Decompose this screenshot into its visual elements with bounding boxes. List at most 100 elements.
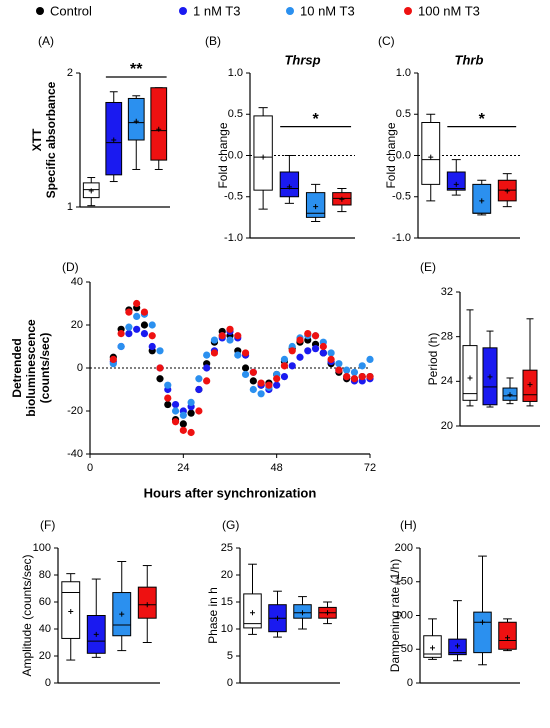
y-tick-label: 28 bbox=[441, 331, 453, 343]
y-tick-label: 5 bbox=[227, 650, 233, 662]
y-tick-label: -1.0 bbox=[224, 232, 243, 244]
y-axis-label: Phase in h bbox=[206, 587, 220, 644]
data-point bbox=[156, 364, 164, 372]
y-tick-label: -0.5 bbox=[392, 191, 411, 203]
data-point bbox=[335, 366, 343, 374]
data-point bbox=[195, 375, 203, 383]
y-axis-label: Fold change bbox=[384, 122, 398, 188]
data-point bbox=[273, 375, 281, 383]
legend-label: 1 nM T3 bbox=[193, 3, 240, 18]
panel-label: (C) bbox=[378, 34, 395, 48]
data-point bbox=[241, 364, 250, 372]
data-point bbox=[203, 351, 211, 359]
panel-label: (H) bbox=[400, 518, 417, 532]
data-point bbox=[117, 342, 125, 351]
data-point bbox=[203, 377, 211, 385]
y-tick-label: -0.5 bbox=[224, 191, 243, 203]
mean bbox=[111, 137, 117, 143]
legend-dot bbox=[36, 7, 44, 15]
data-point bbox=[350, 368, 359, 376]
data-point bbox=[249, 385, 257, 394]
mean bbox=[487, 374, 493, 380]
y-tick-label: 24 bbox=[441, 375, 453, 387]
y-tick-label: 20 bbox=[221, 569, 233, 581]
data-point bbox=[234, 351, 242, 359]
data-point bbox=[125, 323, 133, 331]
data-point bbox=[140, 330, 149, 338]
data-point bbox=[288, 362, 296, 370]
y-tick-label: 20 bbox=[71, 319, 83, 331]
data-point bbox=[140, 308, 149, 316]
data-point bbox=[187, 409, 195, 417]
y-tick-label: 10 bbox=[221, 623, 233, 635]
y-axis-label: Fold change bbox=[216, 122, 230, 188]
y-tick-label: -1.0 bbox=[392, 232, 411, 244]
mean bbox=[480, 619, 485, 625]
y-tick-label: 0.5 bbox=[228, 108, 243, 120]
panel-label: (D) bbox=[62, 260, 79, 274]
box bbox=[473, 611, 492, 654]
y-tick-label: 0.0 bbox=[396, 149, 411, 161]
y-axis-label: (counts/sec) bbox=[38, 333, 52, 404]
mean bbox=[144, 602, 150, 608]
data-point bbox=[210, 336, 219, 344]
data-point bbox=[257, 390, 265, 398]
data-point bbox=[117, 330, 125, 338]
data-point bbox=[319, 349, 327, 357]
panel-label: (G) bbox=[222, 518, 239, 532]
significance-label: ** bbox=[130, 61, 143, 78]
panel-label: (B) bbox=[205, 34, 221, 48]
data-point bbox=[148, 321, 156, 329]
data-point bbox=[171, 418, 180, 426]
data-point bbox=[241, 370, 250, 379]
mean bbox=[133, 118, 139, 124]
mean bbox=[286, 184, 292, 190]
y-tick-label: 0.0 bbox=[228, 149, 243, 161]
y-tick-label: 40 bbox=[39, 623, 51, 635]
y-axis-label: Dampening rate (1/h) bbox=[388, 559, 402, 672]
y-tick-label: 1.0 bbox=[396, 67, 411, 79]
y-tick-label: 150 bbox=[395, 576, 413, 588]
x-tick-label: 48 bbox=[271, 462, 283, 474]
mean bbox=[527, 382, 533, 388]
mean bbox=[300, 610, 305, 616]
data-point bbox=[125, 330, 133, 338]
box bbox=[446, 171, 466, 191]
y-tick-label: 100 bbox=[395, 609, 413, 621]
x-axis-label: Hours after synchronization bbox=[144, 485, 317, 500]
data-point bbox=[210, 349, 219, 357]
y-axis-label: XTT bbox=[30, 128, 44, 151]
data-point bbox=[280, 362, 289, 370]
data-point bbox=[187, 398, 195, 406]
data-point bbox=[133, 325, 141, 333]
y-tick-label: 20 bbox=[39, 650, 51, 662]
mean bbox=[93, 631, 99, 637]
data-point bbox=[148, 332, 156, 340]
mean bbox=[479, 198, 485, 204]
y-tick-label: 60 bbox=[39, 596, 51, 608]
mean bbox=[88, 188, 94, 194]
data-point bbox=[327, 355, 335, 363]
data-point bbox=[273, 381, 281, 389]
y-tick-label: 20 bbox=[441, 420, 453, 432]
mean bbox=[250, 610, 255, 616]
panel-label: (F) bbox=[40, 518, 55, 532]
y-axis-label: bioluminescence bbox=[24, 319, 38, 417]
data-point bbox=[265, 381, 273, 389]
y-tick-label: 32 bbox=[441, 286, 453, 298]
mean bbox=[260, 154, 266, 160]
data-point bbox=[304, 347, 312, 355]
data-point bbox=[171, 400, 180, 409]
data-point bbox=[280, 373, 289, 381]
legend-dot bbox=[286, 7, 294, 15]
legend-label: 100 nM T3 bbox=[418, 3, 480, 18]
data-point bbox=[226, 325, 234, 333]
mean bbox=[339, 196, 345, 202]
data-point bbox=[296, 353, 304, 361]
data-point bbox=[164, 381, 172, 389]
data-point bbox=[304, 330, 312, 338]
data-point bbox=[179, 426, 187, 434]
mean bbox=[325, 610, 330, 616]
data-point bbox=[125, 308, 133, 316]
mean bbox=[119, 611, 125, 617]
